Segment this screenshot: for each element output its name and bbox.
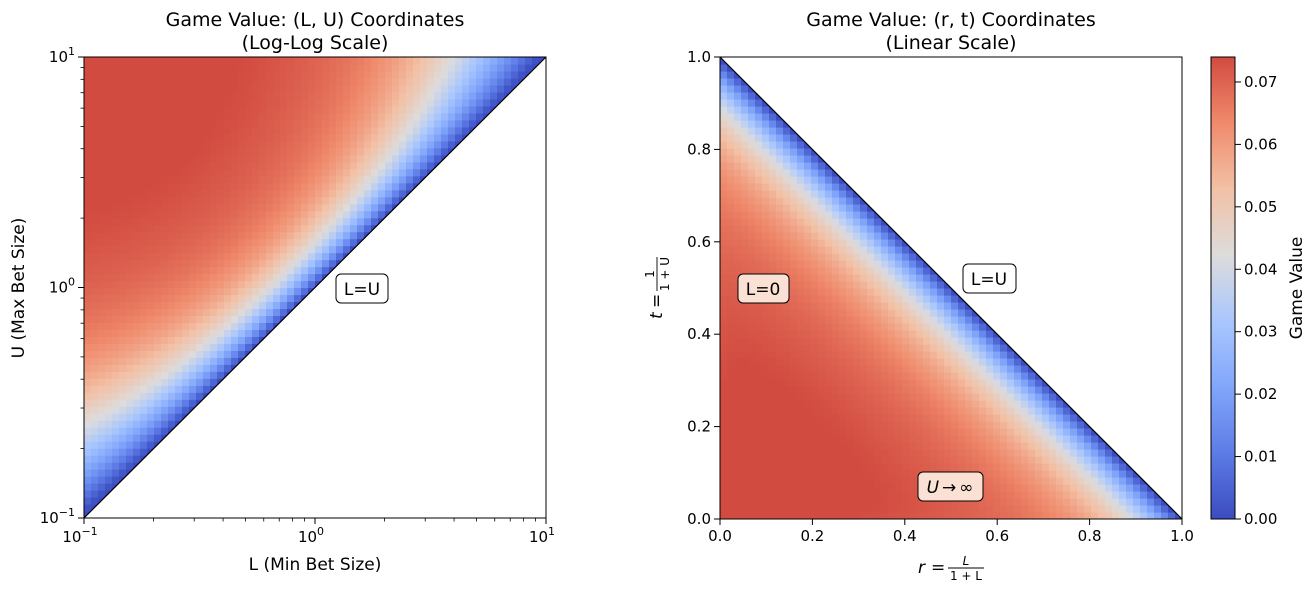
colorbar: 0.00 0.01 0.02 0.03 0.04 0.05 0.06 0.07 Game Va… [1211, 57, 1307, 528]
right-x-tick-label: 0.0 [708, 527, 732, 545]
right-chart: Game Value: (r, t) Coordinates (Linear S… [643, 9, 1194, 583]
colorbar-tick-label: 0.02 [1244, 385, 1277, 403]
right-y-axis-label: t = 1 1 + U [643, 257, 672, 319]
right-y-tick-label: 0.8 [687, 140, 711, 158]
left-y-axis-label: U (Max Bet Size) [9, 218, 29, 359]
colorbar-tick-label: 0.04 [1244, 260, 1277, 278]
left-y-tick-label: 101 [49, 45, 75, 66]
right-y-tick-label: 0.6 [687, 233, 711, 251]
colorbar-label: Game Value [1287, 237, 1307, 340]
right-chart-subtitle: (Linear Scale) [885, 32, 1016, 54]
left-chart-subtitle: (Log-Log Scale) [242, 32, 389, 54]
left-x-axis-label: L (Min Bet Size) [249, 555, 382, 575]
right-y-tick-label: 1.0 [687, 48, 711, 66]
right-annotation-l-eq-u: L=U [963, 264, 1016, 293]
colorbar-tick-label: 0.03 [1244, 323, 1277, 341]
left-chart-title: Game Value: (L, U) Coordinates [166, 9, 465, 31]
right-x-tick-label: 0.8 [1078, 527, 1102, 545]
right-x-axis-label: r = L 1 + L [918, 554, 984, 583]
annotation-text: L=0 [746, 280, 781, 300]
left-annotation-l-eq-u: L=U [336, 274, 388, 303]
left-x-tick-label: 10−1 [62, 525, 97, 546]
right-annotation-u-infinity: U → ∞ [918, 472, 983, 501]
annotation-text: L=U [971, 270, 1007, 290]
left-x-tick-label: 101 [529, 525, 555, 546]
annotation-text: L=U [344, 280, 380, 300]
colorbar-tick-label: 0.00 [1244, 510, 1277, 528]
colorbar-gradient [1211, 57, 1235, 519]
right-y-tick-label: 0.4 [687, 325, 711, 343]
right-x-tick-label: 1.0 [1170, 527, 1194, 545]
colorbar-tick-label: 0.05 [1244, 198, 1277, 216]
colorbar-tick-label: 0.07 [1244, 73, 1277, 91]
right-annotation-l-eq-0: L=0 [738, 274, 789, 303]
left-y-tick-label: 10−1 [40, 506, 75, 527]
colorbar-tick-label: 0.01 [1244, 448, 1277, 466]
right-x-tick-label: 0.2 [800, 527, 824, 545]
colorbar-ticks: 0.00 0.01 0.02 0.03 0.04 0.05 0.06 0.07 [1235, 73, 1277, 528]
colorbar-tick-label: 0.06 [1244, 135, 1277, 153]
left-chart: Game Value: (L, U) Coordinates (Log-Log … [9, 9, 555, 575]
right-y-tick-label: 0.0 [687, 510, 711, 528]
right-x-tick-label: 0.4 [893, 527, 917, 545]
left-y-tick-label: 100 [49, 276, 75, 297]
annotation-text: U → ∞ [927, 478, 974, 498]
right-x-tick-label: 0.6 [985, 527, 1009, 545]
left-x-tick-label: 100 [298, 525, 324, 546]
right-chart-title: Game Value: (r, t) Coordinates [806, 9, 1095, 31]
right-y-tick-label: 0.2 [687, 418, 711, 436]
